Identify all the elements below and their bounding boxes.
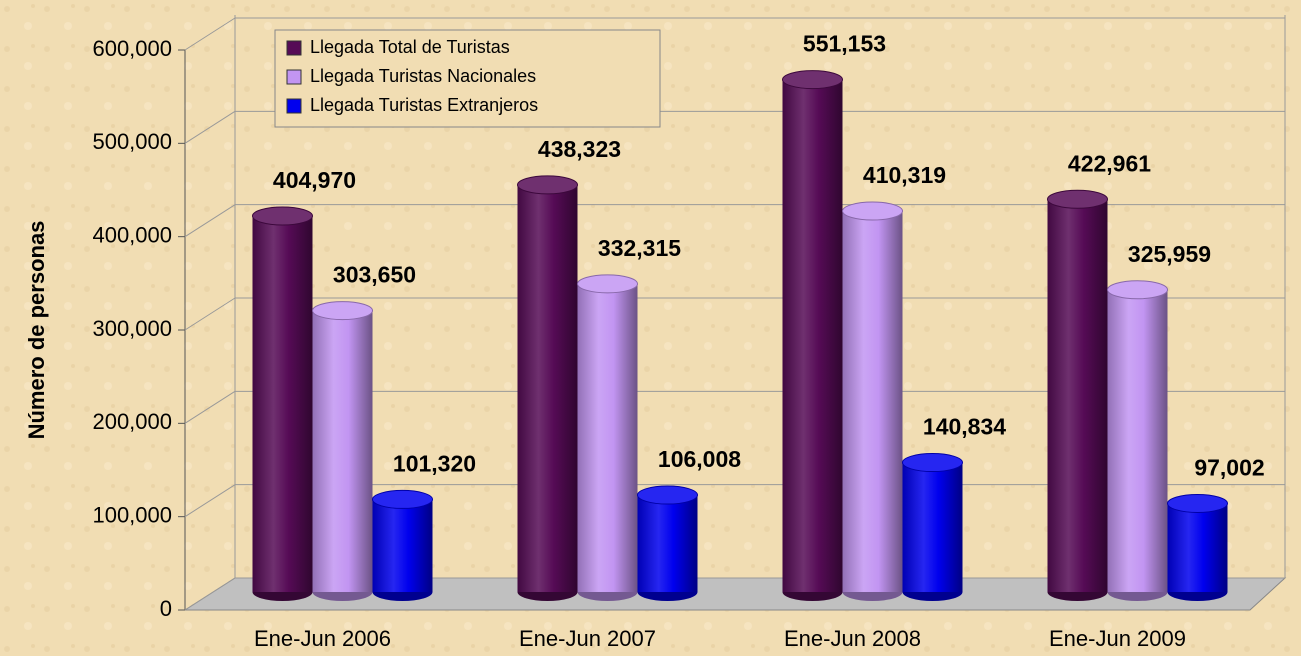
bar <box>782 70 843 601</box>
value-label: 410,319 <box>863 162 946 188</box>
y-tick-label: 600,000 <box>92 36 172 61</box>
x-tick-label: Ene-Jun 2006 <box>254 626 391 651</box>
bar-top <box>782 70 843 90</box>
value-label: 332,315 <box>598 235 681 261</box>
value-label: 140,834 <box>923 414 1006 440</box>
x-tick-label: Ene-Jun 2007 <box>519 626 656 651</box>
grid-line <box>184 17 236 51</box>
bar-top <box>312 301 373 321</box>
y-tick-label: 400,000 <box>92 222 172 247</box>
legend-label: Llegada Turistas Nacionales <box>310 66 536 86</box>
y-tick-label: 200,000 <box>92 409 172 434</box>
bar-body <box>1167 503 1228 592</box>
bar <box>577 274 638 601</box>
bars: 404,970 303,650 101,320 438,323 332,315 106,0… <box>252 31 1265 601</box>
x-tick-label: Ene-Jun 2008 <box>784 626 921 651</box>
legend-entries: Llegada Total de Turistas Llegada Turista… <box>286 37 538 115</box>
bar-top <box>517 175 578 195</box>
bar-body <box>1047 199 1108 593</box>
bar <box>902 453 963 601</box>
value-label: 438,323 <box>538 136 621 162</box>
grid-line <box>184 204 236 238</box>
grid-line <box>184 577 236 611</box>
value-label: 303,650 <box>333 262 416 288</box>
grid-line <box>184 390 236 424</box>
y-axis-title: Número de personas <box>24 221 49 440</box>
value-label: 551,153 <box>803 31 886 57</box>
bar <box>252 206 313 601</box>
legend <box>274 29 661 128</box>
bar <box>1107 280 1168 601</box>
legend-swatch <box>286 40 302 56</box>
value-label: 404,970 <box>273 167 356 193</box>
bar <box>1047 189 1108 601</box>
bar-top <box>902 453 963 473</box>
bar-body <box>637 495 698 592</box>
bar-top <box>637 485 698 505</box>
bar-body <box>312 310 373 592</box>
legend-label: Llegada Total de Turistas <box>310 37 510 57</box>
y-tick-label: 500,000 <box>92 129 172 154</box>
grid-line <box>184 110 236 144</box>
bar-top <box>1167 493 1228 513</box>
value-label: 106,008 <box>658 446 741 472</box>
bar <box>1167 493 1228 601</box>
y-tick-label: 0 <box>160 596 172 621</box>
value-label: 97,002 <box>1194 455 1264 481</box>
grid-line <box>184 484 236 518</box>
bar <box>312 301 373 601</box>
bar <box>842 201 903 601</box>
bar-top <box>1107 280 1168 300</box>
x-tick-label: Ene-Jun 2009 <box>1049 626 1186 651</box>
bar-top <box>372 489 433 509</box>
bar-body <box>252 216 313 592</box>
bar-body <box>1107 289 1168 592</box>
bar <box>372 489 433 601</box>
bar-top <box>842 201 903 221</box>
bar-body <box>782 79 843 593</box>
legend-swatch <box>286 69 302 85</box>
value-label: 325,959 <box>1128 241 1211 267</box>
y-tick-label: 100,000 <box>92 502 172 527</box>
legend-label: Llegada Turistas Extranjeros <box>310 95 538 115</box>
bar-top <box>577 274 638 294</box>
bar-top <box>252 206 313 226</box>
value-label: 422,961 <box>1068 150 1151 176</box>
legend-swatch <box>286 98 302 114</box>
bar <box>517 175 578 601</box>
grid-line <box>184 297 236 331</box>
bar-body <box>577 283 638 592</box>
y-tick-label: 300,000 <box>92 316 172 341</box>
bar <box>637 485 698 601</box>
bar-body <box>842 211 903 593</box>
bar-body <box>517 184 578 592</box>
bar-body <box>902 462 963 592</box>
bar-body <box>372 499 433 592</box>
bar-top <box>1047 189 1108 209</box>
value-label: 101,320 <box>393 451 476 477</box>
